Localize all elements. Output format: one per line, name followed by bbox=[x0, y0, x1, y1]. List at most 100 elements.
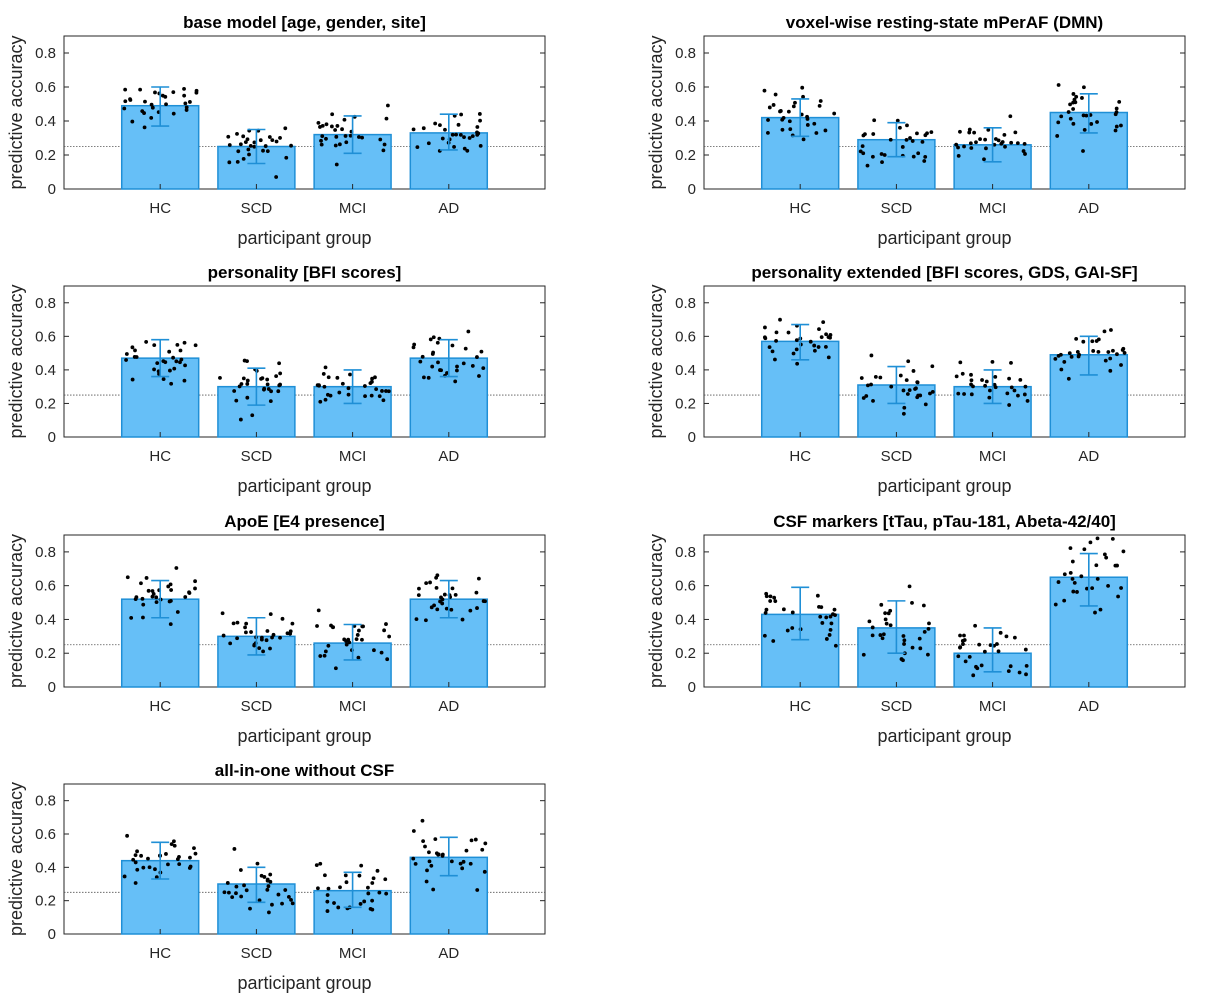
data-point bbox=[125, 575, 130, 580]
data-point bbox=[440, 853, 445, 858]
data-point bbox=[182, 340, 187, 345]
y-tick-label: 0.8 bbox=[35, 295, 56, 312]
y-axis-label: predictive accuracy bbox=[646, 284, 666, 438]
data-point bbox=[321, 372, 326, 376]
data-point bbox=[435, 607, 440, 612]
data-point bbox=[982, 649, 987, 654]
data-point bbox=[328, 393, 333, 398]
y-tick-label: 0.4 bbox=[35, 362, 56, 379]
data-point bbox=[234, 891, 238, 896]
data-point bbox=[1093, 610, 1097, 615]
data-point bbox=[791, 104, 796, 109]
data-point bbox=[377, 890, 382, 895]
data-point bbox=[833, 613, 837, 618]
data-point bbox=[461, 859, 466, 864]
data-point bbox=[476, 131, 481, 136]
data-point bbox=[477, 112, 482, 116]
data-point bbox=[450, 132, 455, 137]
data-point bbox=[902, 405, 907, 410]
data-point bbox=[470, 134, 475, 139]
data-point bbox=[927, 621, 931, 626]
data-point bbox=[861, 151, 866, 156]
data-point bbox=[384, 622, 388, 626]
data-point bbox=[140, 109, 145, 114]
data-point bbox=[984, 379, 989, 384]
data-point bbox=[420, 354, 425, 359]
data-point bbox=[340, 127, 344, 132]
x-axis-label: participant group bbox=[237, 973, 371, 993]
data-point bbox=[1090, 586, 1095, 590]
data-point bbox=[459, 112, 464, 117]
data-point bbox=[334, 162, 339, 167]
data-point bbox=[1068, 116, 1073, 121]
data-point bbox=[468, 608, 473, 613]
data-point bbox=[918, 646, 923, 651]
data-point bbox=[139, 581, 143, 586]
data-point bbox=[766, 130, 770, 135]
data-point bbox=[144, 340, 149, 344]
data-point bbox=[325, 893, 330, 897]
data-point bbox=[428, 580, 432, 585]
data-point bbox=[354, 637, 359, 642]
chart-title: base model [age, gender, site] bbox=[183, 13, 426, 32]
data-point bbox=[125, 833, 130, 838]
data-point bbox=[480, 847, 485, 852]
x-tick-label: SCD bbox=[881, 448, 913, 465]
data-point bbox=[968, 141, 973, 146]
data-point bbox=[958, 360, 963, 365]
data-point bbox=[930, 389, 935, 394]
data-point bbox=[871, 132, 876, 136]
data-point bbox=[274, 139, 279, 144]
data-point bbox=[427, 859, 432, 864]
data-point bbox=[1022, 392, 1027, 397]
data-point bbox=[152, 367, 156, 372]
chart-panel-4: personality extended [BFI scores, GDS, G… bbox=[646, 263, 1186, 496]
data-point bbox=[359, 863, 364, 868]
data-point bbox=[141, 615, 145, 620]
data-point bbox=[440, 601, 445, 606]
data-point bbox=[1015, 141, 1020, 146]
data-point bbox=[464, 848, 469, 853]
chart-title: CSF markers [tTau, pTau-181, Abeta-42/40… bbox=[773, 512, 1116, 531]
data-point bbox=[1091, 349, 1096, 353]
data-point bbox=[800, 85, 805, 90]
data-point bbox=[247, 152, 251, 157]
data-point bbox=[235, 131, 239, 136]
data-point bbox=[424, 581, 429, 585]
data-point bbox=[984, 146, 988, 151]
data-point bbox=[860, 144, 865, 149]
data-point bbox=[879, 152, 884, 156]
data-point bbox=[283, 126, 288, 131]
data-point bbox=[465, 148, 470, 153]
data-point bbox=[880, 160, 884, 165]
data-point bbox=[1074, 94, 1079, 99]
data-point bbox=[193, 579, 197, 584]
data-point bbox=[1089, 122, 1094, 126]
data-point bbox=[1068, 546, 1073, 551]
data-point bbox=[926, 652, 930, 657]
data-point bbox=[130, 119, 135, 124]
data-point bbox=[265, 629, 270, 633]
data-point bbox=[267, 910, 271, 915]
data-point bbox=[817, 327, 821, 332]
data-point bbox=[169, 842, 174, 847]
data-point bbox=[266, 884, 271, 889]
data-point bbox=[1113, 112, 1118, 117]
y-tick-label: 0 bbox=[688, 429, 696, 446]
data-point bbox=[268, 646, 272, 651]
data-point bbox=[1007, 376, 1011, 381]
data-point bbox=[445, 371, 449, 375]
data-point bbox=[242, 358, 247, 363]
data-point bbox=[225, 881, 230, 885]
data-point bbox=[905, 123, 909, 128]
data-point bbox=[1003, 144, 1007, 149]
data-point bbox=[768, 599, 773, 603]
data-point bbox=[788, 127, 793, 132]
data-point bbox=[348, 372, 352, 377]
data-point bbox=[468, 861, 473, 866]
data-point bbox=[276, 389, 281, 394]
y-axis-label: predictive accuracy bbox=[646, 35, 666, 189]
y-tick-label: 0.2 bbox=[35, 645, 56, 662]
data-point bbox=[243, 140, 248, 145]
x-tick-label: SCD bbox=[241, 200, 273, 217]
